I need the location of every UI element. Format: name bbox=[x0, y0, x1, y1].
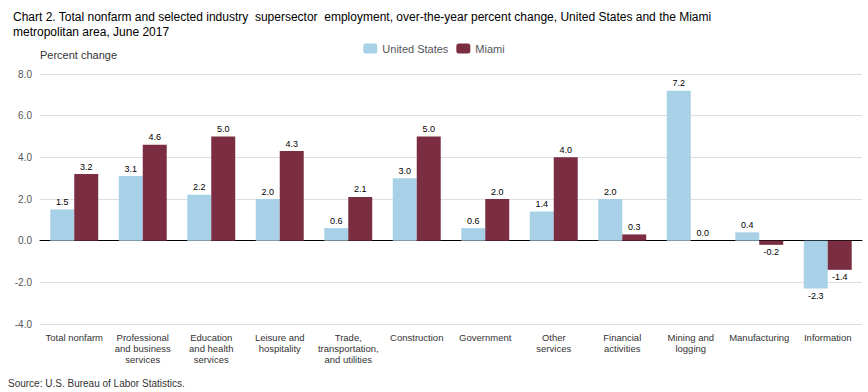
svg-text:5.0: 5.0 bbox=[422, 124, 435, 134]
svg-text:Education: Education bbox=[190, 332, 232, 343]
svg-text:Mining and: Mining and bbox=[668, 332, 714, 343]
svg-text:Miami: Miami bbox=[475, 43, 504, 55]
svg-text:0.0: 0.0 bbox=[18, 235, 32, 246]
svg-text:Total nonfarm: Total nonfarm bbox=[45, 332, 103, 343]
svg-text:4.0: 4.0 bbox=[559, 145, 572, 155]
svg-text:5.0: 5.0 bbox=[217, 124, 230, 134]
svg-text:8.0: 8.0 bbox=[18, 69, 32, 80]
svg-text:Other: Other bbox=[542, 332, 566, 343]
svg-text:logging: logging bbox=[675, 343, 706, 354]
svg-text:Source: U.S. Bureau of Labor S: Source: U.S. Bureau of Labor Statistics. bbox=[8, 378, 185, 389]
svg-text:0.0: 0.0 bbox=[696, 228, 709, 238]
svg-text:and business: and business bbox=[115, 343, 171, 354]
svg-text:1.4: 1.4 bbox=[536, 199, 549, 209]
svg-text:3.1: 3.1 bbox=[125, 164, 138, 174]
svg-text:-1.4: -1.4 bbox=[832, 272, 848, 282]
svg-text:services: services bbox=[194, 354, 229, 365]
svg-text:6.0: 6.0 bbox=[18, 110, 32, 121]
svg-text:Chart 2. Total nonfarm and sel: Chart 2. Total nonfarm and selected indu… bbox=[13, 10, 711, 24]
svg-text:0.4: 0.4 bbox=[741, 220, 754, 230]
svg-text:2.0: 2.0 bbox=[491, 187, 504, 197]
svg-text:Leisure and: Leisure and bbox=[255, 332, 305, 343]
svg-text:and utilities: and utilities bbox=[324, 354, 372, 365]
svg-text:3.2: 3.2 bbox=[80, 162, 93, 172]
svg-text:0.6: 0.6 bbox=[467, 216, 480, 226]
svg-text:0.6: 0.6 bbox=[330, 216, 343, 226]
svg-text:and health: and health bbox=[189, 343, 233, 354]
svg-text:2.0: 2.0 bbox=[262, 187, 275, 197]
svg-text:Professional: Professional bbox=[117, 332, 169, 343]
svg-text:United States: United States bbox=[382, 43, 449, 55]
svg-text:0.3: 0.3 bbox=[628, 222, 641, 232]
svg-text:Construction: Construction bbox=[390, 332, 443, 343]
svg-text:4.0: 4.0 bbox=[18, 152, 32, 163]
svg-text:Government: Government bbox=[459, 332, 512, 343]
svg-text:2.0: 2.0 bbox=[604, 187, 617, 197]
svg-text:metropolitan area, June 2017: metropolitan area, June 2017 bbox=[13, 25, 169, 39]
svg-text:Manufacturing: Manufacturing bbox=[729, 332, 789, 343]
svg-text:activities: activities bbox=[604, 343, 641, 354]
svg-text:services: services bbox=[125, 354, 160, 365]
svg-text:hospitality: hospitality bbox=[259, 343, 301, 354]
svg-text:Financial: Financial bbox=[603, 332, 641, 343]
svg-text:services: services bbox=[536, 343, 571, 354]
svg-text:transportation,: transportation, bbox=[318, 343, 379, 354]
svg-text:7.2: 7.2 bbox=[673, 78, 686, 88]
svg-text:2.0: 2.0 bbox=[18, 194, 32, 205]
svg-text:-2.0: -2.0 bbox=[15, 277, 33, 288]
svg-text:Information: Information bbox=[804, 332, 852, 343]
svg-text:Percent change: Percent change bbox=[40, 49, 117, 61]
svg-text:4.3: 4.3 bbox=[285, 139, 298, 149]
svg-text:2.2: 2.2 bbox=[193, 182, 206, 192]
svg-text:-0.2: -0.2 bbox=[763, 247, 779, 257]
svg-text:4.6: 4.6 bbox=[148, 132, 161, 142]
svg-text:3.0: 3.0 bbox=[399, 166, 412, 176]
svg-text:1.5: 1.5 bbox=[56, 197, 69, 207]
svg-text:Trade,: Trade, bbox=[335, 332, 362, 343]
svg-text:2.1: 2.1 bbox=[354, 184, 367, 194]
svg-text:-4.0: -4.0 bbox=[15, 319, 33, 330]
svg-text:-2.3: -2.3 bbox=[808, 291, 824, 301]
